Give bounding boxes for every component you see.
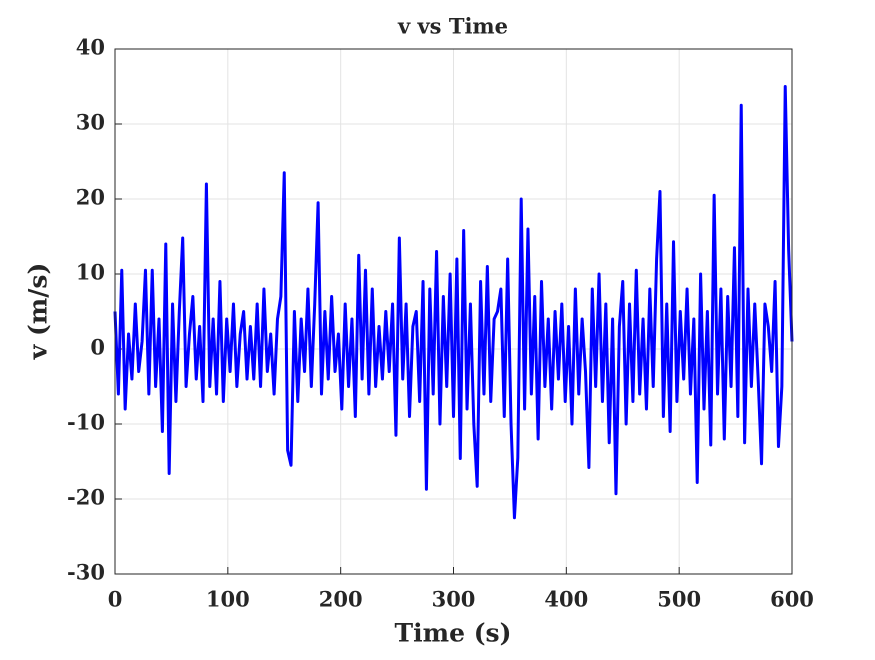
x-tick-label: 100 xyxy=(206,587,250,612)
x-tick-label: 0 xyxy=(108,587,123,612)
chart-title: v vs Time xyxy=(397,14,508,39)
x-tick-label: 200 xyxy=(319,587,363,612)
y-axis-label: v (m/s) xyxy=(24,263,53,361)
x-tick-label: 500 xyxy=(657,587,701,612)
y-tick-label: 40 xyxy=(76,35,105,60)
y-tick-label: -20 xyxy=(67,485,105,510)
y-tick-label: 20 xyxy=(76,185,105,210)
x-axis-label: Time (s) xyxy=(395,619,512,648)
data-line xyxy=(113,85,794,520)
x-tick-label: 400 xyxy=(544,587,588,612)
x-tick-label: 300 xyxy=(432,587,476,612)
y-tick-label: 30 xyxy=(76,110,105,135)
y-tick-label: -10 xyxy=(67,410,105,435)
y-tick-label: 10 xyxy=(76,260,105,285)
x-tick-label: 600 xyxy=(770,587,814,612)
plot-frame xyxy=(114,48,793,575)
y-tick-label: -30 xyxy=(67,560,105,585)
y-tick-label: 0 xyxy=(90,335,105,360)
